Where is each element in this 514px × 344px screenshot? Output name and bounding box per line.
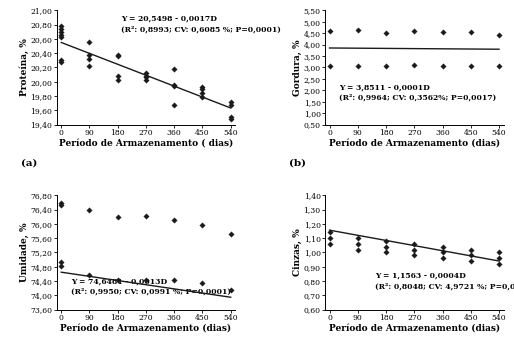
Point [410,241,418,247]
Point [495,63,503,69]
Text: Y = 1,1563 - 0,0004D
(R²: 0,8048; CV: 4,9721 %; P=0,001): Y = 1,1563 - 0,0004D (R²: 0,8048; CV: 4,… [375,272,514,290]
Point [354,235,362,241]
Point [495,32,503,37]
Point [198,90,207,96]
Point [467,252,475,258]
Point [354,27,362,33]
Point [410,247,418,252]
Point [198,280,207,286]
Y-axis label: Gordura, %: Gordura, % [293,39,302,96]
Point [467,63,475,68]
Point [227,116,235,121]
Point [198,95,207,100]
Point [227,102,235,107]
Point [142,75,150,80]
Y-axis label: Cinzas, %: Cinzas, % [293,229,302,276]
Point [410,252,418,258]
Point [85,39,94,44]
Point [114,278,122,283]
Point [170,83,178,89]
Text: Y = 3,8511 - 0,0001D
(R²: 0,9964; CV: 0,3562%; P=0,0017): Y = 3,8511 - 0,0001D (R²: 0,9964; CV: 0,… [339,83,497,102]
Point [114,73,122,79]
Point [170,66,178,72]
Point [438,256,447,261]
Point [467,247,475,252]
Point [114,214,122,219]
X-axis label: Período de Armazenamento (dias): Período de Armazenamento (dias) [329,323,500,332]
Point [495,261,503,267]
Y-axis label: Umidade, %: Umidade, % [20,223,29,282]
Point [170,218,178,223]
Point [57,35,65,40]
Point [85,52,94,57]
Point [438,29,447,34]
Text: Y = 74,6481 - 0,0013D
(R²: 0,9950; CV: 0,0991 %; P=0,0001): Y = 74,6481 - 0,0013D (R²: 0,9950; CV: 0… [71,278,231,296]
Point [382,238,390,244]
Point [85,56,94,62]
Point [227,115,235,120]
Point [142,73,150,79]
Point [198,222,207,227]
Point [410,62,418,67]
Point [114,53,122,59]
Point [227,99,235,105]
Point [170,278,178,283]
Point [57,26,65,32]
Point [325,235,334,241]
Point [382,244,390,249]
Point [85,272,94,278]
X-axis label: Período de Armazenamento (dias): Período de Armazenamento (dias) [61,323,231,332]
Point [382,250,390,255]
Point [198,85,207,90]
Point [354,247,362,252]
Point [114,77,122,83]
Point [438,63,447,68]
Point [495,250,503,255]
Point [142,77,150,83]
Point [467,30,475,35]
Point [382,30,390,35]
Text: (b): (b) [289,159,306,168]
Point [57,57,65,63]
Point [325,28,334,34]
Point [227,231,235,237]
X-axis label: Período de Armazenamento ( dias): Período de Armazenamento ( dias) [59,138,233,147]
Point [325,241,334,247]
Point [495,256,503,261]
Point [438,244,447,249]
Point [57,29,65,34]
Point [114,52,122,57]
Point [382,63,390,68]
Point [142,213,150,219]
Point [57,32,65,37]
Point [57,201,65,206]
Point [170,102,178,107]
Point [354,241,362,247]
Point [57,260,65,265]
Point [325,63,334,68]
Text: (a): (a) [21,159,37,168]
Point [142,71,150,76]
Point [170,82,178,87]
Point [57,203,65,208]
Point [85,207,94,212]
Point [142,277,150,282]
Y-axis label: Proteína, %: Proteína, % [20,39,29,96]
Point [198,86,207,92]
Point [227,288,235,293]
Point [57,59,65,64]
Point [57,23,65,29]
Point [85,63,94,69]
Point [410,29,418,34]
Text: Y = 20,5498 - 0,0017D
(R²: 0,8993; CV: 0,6085 %; P=0,0001): Y = 20,5498 - 0,0017D (R²: 0,8993; CV: 0… [121,15,281,33]
Point [354,63,362,68]
Point [467,258,475,264]
X-axis label: Período de Armazenamento (dias): Período de Armazenamento (dias) [329,138,500,147]
Point [57,263,65,269]
Point [438,250,447,255]
Point [325,230,334,235]
